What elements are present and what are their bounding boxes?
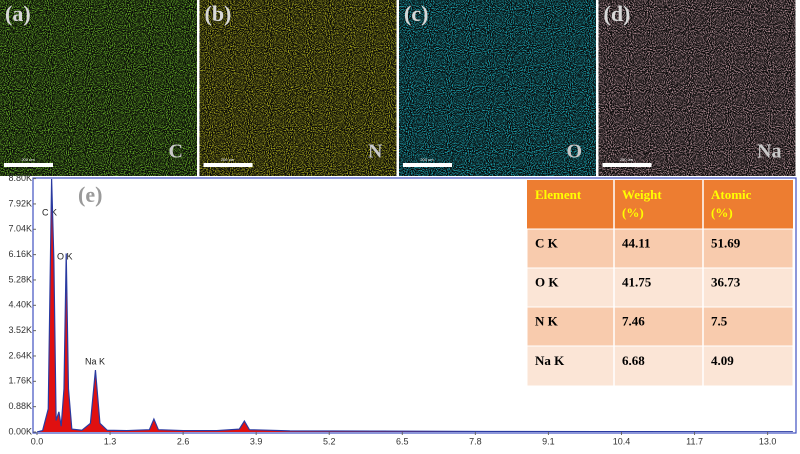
y-tick-label: 1.76K xyxy=(8,376,32,386)
table-cell: 4.09 xyxy=(711,353,734,368)
scale-bar xyxy=(602,163,652,167)
table-row xyxy=(526,267,794,308)
table-cell: 7.5 xyxy=(711,313,728,328)
map-noise xyxy=(199,0,397,176)
annotation: Na K xyxy=(85,356,105,366)
element-label: Na xyxy=(757,141,781,163)
table-cell: C K xyxy=(535,235,559,250)
scale-bar-label: 200 um xyxy=(21,157,35,162)
x-tick-label: 7.8 xyxy=(469,436,482,446)
annotation: C K xyxy=(42,207,57,217)
y-tick-label: 4.40K xyxy=(8,300,32,310)
y-tick-label: 0.88K xyxy=(8,401,32,411)
x-tick-label: 9.1 xyxy=(542,436,555,446)
table-cell: Na K xyxy=(535,353,565,368)
x-tick-label: 3.9 xyxy=(250,436,263,446)
scale-bar xyxy=(203,163,253,167)
x-tick-label: 0.0 xyxy=(31,436,44,446)
y-tick-label: 7.92K xyxy=(8,198,32,208)
table-row xyxy=(526,228,794,269)
y-tick-label: 8.80K xyxy=(8,173,32,183)
y-tick-label: 6.16K xyxy=(8,249,32,259)
header-cell: Element xyxy=(535,187,582,202)
y-tick-label: 3.52K xyxy=(8,325,32,335)
annotation: O K xyxy=(57,251,73,261)
panel-label: (e) xyxy=(78,182,102,207)
map-noise xyxy=(598,0,796,176)
header-cell: (%) xyxy=(622,205,644,220)
table-cell: 6.68 xyxy=(622,353,645,368)
x-tick-label: 1.3 xyxy=(104,436,117,446)
panel-label: (c) xyxy=(404,1,428,26)
y-tick-label: 0.00K xyxy=(8,426,32,436)
x-tick-label: 10.4 xyxy=(613,436,631,446)
map-noise xyxy=(399,0,596,176)
table-cell: 41.75 xyxy=(622,274,652,289)
panel-label: (a) xyxy=(5,1,31,26)
table-cell: N K xyxy=(535,313,559,328)
table-header xyxy=(527,180,793,229)
header-cell: (%) xyxy=(711,205,733,220)
element-label: O xyxy=(566,141,582,163)
scale-bar xyxy=(4,163,53,167)
table-cell: O K xyxy=(535,274,559,289)
table-cell: 44.11 xyxy=(622,235,651,250)
table-cell: 36.73 xyxy=(711,274,741,289)
y-tick-label: 5.28K xyxy=(8,274,32,284)
panel-label: (d) xyxy=(604,1,631,26)
x-tick-label: 2.6 xyxy=(177,436,190,446)
x-tick-label: 11.7 xyxy=(686,436,703,446)
table-row xyxy=(526,345,794,387)
scale-bar xyxy=(403,163,452,167)
header-cell: Atomic xyxy=(711,187,752,202)
element-label: N xyxy=(368,141,383,163)
spectrum-line xyxy=(36,179,793,432)
scale-bar-label: 200 um xyxy=(221,157,235,162)
x-tick-label: 13.0 xyxy=(759,436,777,446)
table-cell: 51.69 xyxy=(711,235,741,250)
y-tick-label: 2.64K xyxy=(8,350,32,360)
y-tick-label: 7.04K xyxy=(8,224,32,234)
scale-bar-label: 200 um xyxy=(620,157,634,162)
element-label: C xyxy=(169,141,183,163)
header-cell: Weight xyxy=(622,187,662,202)
x-tick-label: 6.5 xyxy=(396,436,409,446)
table-cell: 7.46 xyxy=(622,313,645,328)
table-row xyxy=(526,306,794,347)
map-noise xyxy=(0,0,197,176)
scale-bar-label: 200 um xyxy=(420,157,434,162)
x-tick-label: 5.2 xyxy=(323,436,336,446)
panel-label: (b) xyxy=(205,1,232,26)
composition-table: Element Weight (%) Atomic (%) C K 44.11 51.69 O … xyxy=(526,180,794,387)
